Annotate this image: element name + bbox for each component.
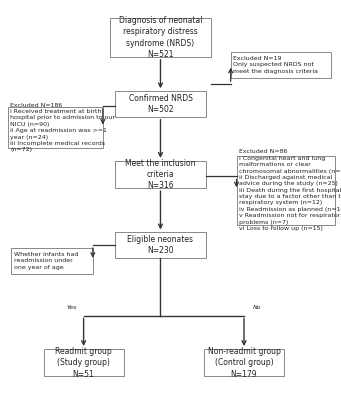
Text: Readmit group
(Study group)
N=51: Readmit group (Study group) N=51 — [55, 347, 112, 379]
FancyBboxPatch shape — [8, 107, 103, 148]
Text: Meet the inclusion
criteria
N=316: Meet the inclusion criteria N=316 — [125, 158, 196, 190]
FancyBboxPatch shape — [110, 18, 211, 57]
Text: Excluded N=86
i Congenital heart and lung
malformations or clear
chromosomal abn: Excluded N=86 i Congenital heart and lun… — [239, 149, 341, 231]
FancyBboxPatch shape — [237, 156, 335, 224]
Text: Yes: Yes — [67, 305, 77, 310]
FancyBboxPatch shape — [44, 349, 124, 376]
Text: Non-readmit group
(Control group)
N=179: Non-readmit group (Control group) N=179 — [208, 347, 280, 379]
FancyBboxPatch shape — [115, 91, 206, 117]
Text: Excluded N=186
i Received treatment at birth
hospital prior to admission to our
: Excluded N=186 i Received treatment at b… — [10, 102, 115, 152]
Text: Confirmed NRDS
N=502: Confirmed NRDS N=502 — [129, 94, 192, 114]
FancyBboxPatch shape — [204, 349, 284, 376]
Text: Whether infants had
readmission under
one year of age: Whether infants had readmission under on… — [14, 252, 78, 270]
Text: Excluded N=19
Only suspected NRDS not
meet the diagnosis criteria: Excluded N=19 Only suspected NRDS not me… — [233, 56, 318, 74]
Text: Eligible neonates
N=230: Eligible neonates N=230 — [128, 235, 193, 255]
FancyBboxPatch shape — [115, 161, 206, 188]
Text: No: No — [253, 305, 262, 310]
FancyBboxPatch shape — [115, 232, 206, 258]
Text: Diagnosis of neonatal
respiratory distress
syndrome (NRDS)
N=521: Diagnosis of neonatal respiratory distre… — [119, 16, 202, 59]
FancyBboxPatch shape — [11, 248, 93, 274]
FancyBboxPatch shape — [231, 52, 331, 78]
